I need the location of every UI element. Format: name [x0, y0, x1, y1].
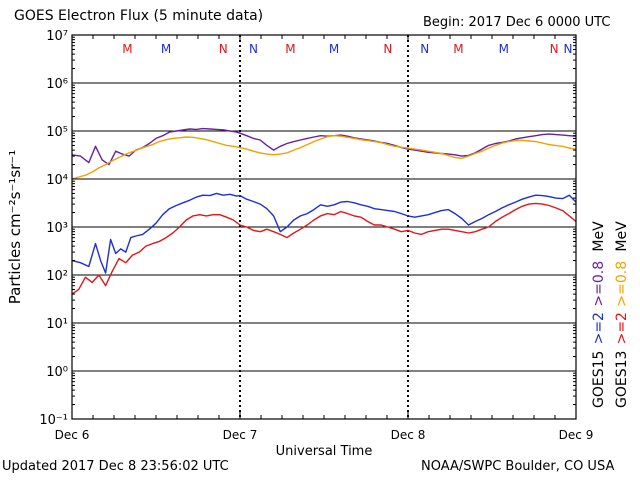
legend-entry: >=2	[591, 312, 607, 344]
chart-title: GOES Electron Flux (5 minute data)	[14, 8, 264, 24]
y-tick-label: 10⁰	[46, 365, 68, 380]
x-tick-label: Dec 9	[559, 428, 594, 442]
legend-column: GOES13 >=2 >=0.8 MeV	[614, 221, 630, 408]
x-tick-label: Dec 6	[55, 428, 90, 442]
series-goes13_2mev	[71, 202, 577, 295]
series-goes15_08mev	[71, 127, 577, 166]
legend-satellite: GOES13	[614, 351, 630, 408]
lt-marker: N	[420, 42, 429, 56]
lt-marker: N	[564, 42, 573, 56]
legend-entry: >=0.8	[591, 261, 607, 307]
series-layer	[71, 127, 577, 295]
legend-entry: MeV	[614, 221, 630, 252]
updated-timestamp: Updated 2017 Dec 8 23:56:02 UTC	[2, 459, 229, 474]
legend-layer: GOES15 >=2 >=0.8 MeV GOES13 >=2 >=0.8 MeV	[591, 221, 630, 408]
lt-marker: N	[383, 42, 392, 56]
y-tick-label: 10⁷	[46, 29, 68, 44]
lt-marker: M	[285, 42, 295, 56]
legend-entry: >=0.8	[614, 261, 630, 307]
lt-marker: M	[453, 42, 463, 56]
begin-timestamp: Begin: 2017 Dec 6 0000 UTC	[423, 15, 611, 30]
y-tick-label: 10⁴	[46, 173, 68, 188]
y-tick-label: 10⁵	[46, 125, 68, 140]
y-tick-label: 10³	[46, 221, 68, 236]
x-axis-label: Universal Time	[276, 444, 373, 459]
lt-marker: N	[550, 42, 559, 56]
legend-satellite: GOES15	[591, 351, 607, 408]
credit-text: NOAA/SWPC Boulder, CO USA	[421, 459, 615, 474]
legend-entry: >=2	[614, 312, 630, 344]
y-axis-label: Particles cm⁻²s⁻¹sr⁻¹	[6, 150, 24, 304]
lt-marker: M	[329, 42, 339, 56]
series-goes13_08mev	[71, 134, 577, 180]
lt-marker: M	[122, 42, 132, 56]
x-tick-label: Dec 7	[223, 428, 258, 442]
y-tick-label: 10⁶	[46, 77, 68, 92]
lt-marker: N	[249, 42, 258, 56]
series-goes15_2mev	[71, 192, 577, 274]
legend-column: GOES15 >=2 >=0.8 MeV	[591, 221, 607, 408]
y-tick-label: 10²	[46, 269, 68, 284]
grid-layer	[72, 35, 576, 419]
y-tick-label: 10¹	[46, 317, 68, 332]
lt-marker: N	[219, 42, 228, 56]
legend-entry: MeV	[591, 221, 607, 252]
y-tick-label: 10⁻¹	[39, 413, 68, 428]
lt-marker: M	[499, 42, 509, 56]
x-tick-label: Dec 8	[391, 428, 426, 442]
lt-marker: M	[161, 42, 171, 56]
